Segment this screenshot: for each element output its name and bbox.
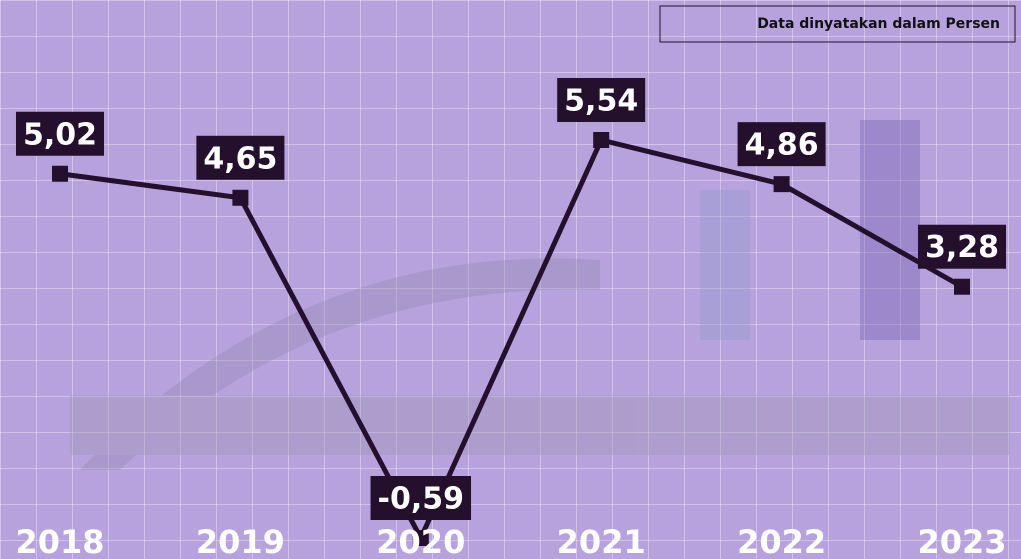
value-label: 4,86 xyxy=(745,128,819,163)
x-tick-label: 2023 xyxy=(917,523,1006,559)
value-label: 5,02 xyxy=(23,117,97,152)
chart-background: Data dinyatakan dalam Persen 5,02 4,65 -0,… xyxy=(0,0,1021,559)
x-tick-label: 2021 xyxy=(557,523,646,559)
x-tick-label: 2018 xyxy=(15,523,104,559)
x-tick-label: 2020 xyxy=(376,523,465,559)
annotation: Data dinyatakan dalam Persen xyxy=(757,16,1000,32)
value-label: 3,28 xyxy=(925,230,999,265)
marker xyxy=(593,132,609,148)
value-label: 4,65 xyxy=(203,141,277,176)
line xyxy=(60,140,962,538)
value-label: -0,59 xyxy=(378,482,464,517)
x-tick-label: 2022 xyxy=(737,523,826,559)
x-tick-label: 2019 xyxy=(196,523,285,559)
marker xyxy=(954,279,970,295)
marker xyxy=(232,190,248,206)
marker xyxy=(52,166,68,182)
chart: Data dinyatakan dalam Persen 5,02 4,65 -0,… xyxy=(0,0,1021,559)
marker xyxy=(774,176,790,192)
value-label: 5,54 xyxy=(564,84,638,119)
